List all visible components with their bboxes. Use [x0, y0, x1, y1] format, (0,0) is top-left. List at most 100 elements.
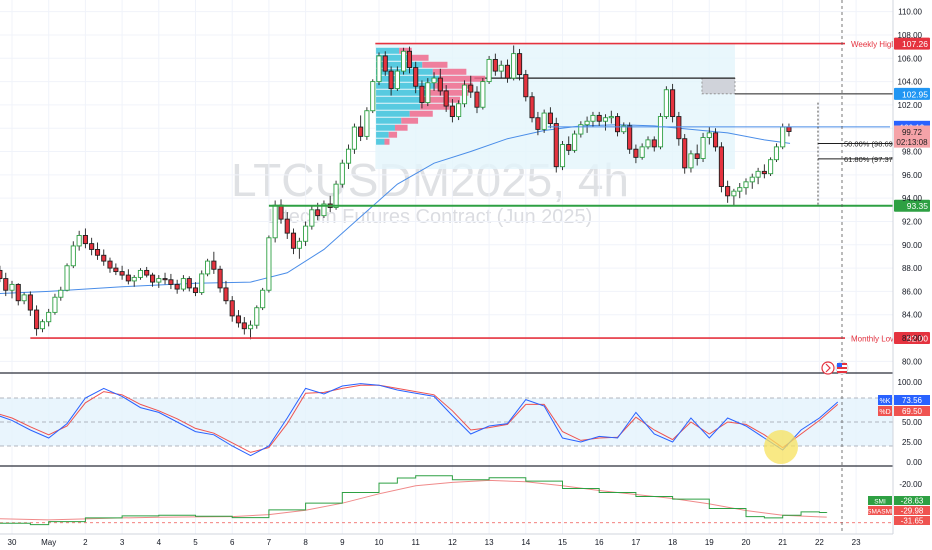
resistance-box [701, 77, 736, 95]
candle-up [461, 84, 468, 105]
candle-up [345, 148, 352, 164]
candle-up [266, 237, 272, 291]
candle-up [608, 116, 614, 119]
candle-up [768, 159, 774, 175]
candle-down [94, 248, 101, 256]
candle-up [731, 190, 737, 197]
candle-up [431, 77, 437, 84]
candle-down [786, 126, 792, 132]
candle-down [388, 70, 394, 90]
candle-up [590, 114, 596, 122]
price-tag-label: 107.26 [902, 39, 928, 49]
time-tick: 6 [230, 538, 235, 547]
candle-down [406, 50, 413, 69]
price-tick: 104.00 [898, 78, 923, 87]
price-tag-label: 93.35 [907, 201, 929, 211]
stoch-value-tag [894, 395, 930, 405]
profile-bar-up [376, 138, 385, 145]
watermark-subtitle: Litecoin Futures Contract (Jun 2025) [268, 206, 593, 228]
candle-down [113, 267, 119, 273]
candle-down [676, 116, 682, 140]
profile-bar-up [376, 131, 389, 138]
profile-bar-down [434, 82, 473, 89]
candle-up [755, 170, 761, 178]
candle-down [633, 148, 639, 158]
osc-value: -28.63 [901, 497, 924, 506]
price-tick: 80.00 [902, 357, 923, 366]
candle-down [517, 53, 523, 76]
price-tick: 82.00 [902, 334, 923, 343]
stoch-value-tag [894, 406, 930, 416]
time-tick: 19 [705, 538, 714, 547]
stoch-tick: 0.00 [906, 458, 922, 467]
candle-up [486, 58, 492, 83]
time-tick: 22 [815, 538, 824, 547]
profile-bar-up [376, 54, 412, 61]
profile-bar-down [420, 103, 450, 110]
candle-up [52, 296, 58, 313]
candle-up [254, 307, 260, 326]
candle-down [290, 232, 297, 249]
profile-bar-up [376, 61, 423, 68]
candle-up [688, 153, 694, 169]
candle-down [358, 126, 364, 137]
osc-main-line [0, 475, 828, 526]
price-tick: 98.00 [902, 148, 923, 157]
profile-bar-up [376, 89, 429, 96]
stochastic-pane [0, 383, 893, 457]
candle-up [137, 269, 144, 278]
stoch-value: 73.56 [902, 396, 923, 405]
candle-up [511, 53, 517, 79]
candle-down [82, 235, 88, 245]
profile-bar-down [394, 124, 408, 131]
profile-bar-down [384, 138, 390, 145]
oscillator-pane [0, 475, 893, 526]
candle-up [364, 110, 370, 137]
candle-down [223, 287, 229, 302]
alert-icon[interactable] [821, 361, 835, 375]
time-axis[interactable]: 30 May 2 3 4 5 6 7 8 9 10 11 12 13 14 15 16 17 18 19 20 21 22 2… [8, 538, 862, 547]
candle-up [296, 240, 302, 249]
price-tick: 92.00 [902, 217, 923, 226]
candle-down [413, 67, 419, 87]
time-tick: 8 [303, 538, 308, 547]
time-tick: 12 [448, 538, 457, 547]
price-tag [894, 37, 930, 50]
candle-down [547, 112, 553, 125]
candle-down [761, 170, 767, 175]
price-tick: 108.00 [898, 31, 923, 40]
candle-down [144, 269, 150, 276]
profile-bar-down [432, 68, 467, 75]
time-tick: 15 [558, 538, 567, 547]
candle-down [125, 274, 131, 282]
candle-down [468, 84, 474, 93]
time-tick: 30 [8, 538, 17, 547]
profile-bar-down [388, 131, 398, 138]
candle-down [174, 283, 180, 290]
candle-up [39, 321, 46, 330]
candle-up [351, 126, 357, 150]
candle-up [639, 146, 645, 158]
candle-up [260, 289, 266, 309]
candle-down [651, 139, 657, 148]
time-tick: 2 [83, 538, 88, 547]
candle-down [229, 300, 235, 317]
candle-up [333, 183, 339, 208]
candle-down [186, 278, 192, 289]
highlight-circle [764, 430, 798, 464]
candle-down [119, 271, 125, 276]
candle-up [156, 278, 162, 283]
price-tick: 110.00 [898, 8, 922, 17]
candle-down [682, 138, 688, 169]
time-tick: 16 [595, 538, 604, 547]
time-tick: 18 [668, 538, 677, 547]
candle-down [382, 55, 388, 72]
current-price-tag [894, 125, 930, 138]
stoch-legend-label: %D [879, 409, 890, 416]
candle-up [559, 144, 566, 168]
profile-bar-up [376, 82, 435, 89]
candle-up [339, 162, 345, 185]
price-axis[interactable]: 107.26 102.95 93.35 82.00 110.00 108.00 106.00… [867, 8, 930, 526]
candle-down [101, 254, 107, 262]
us-flag-icon [835, 361, 849, 375]
